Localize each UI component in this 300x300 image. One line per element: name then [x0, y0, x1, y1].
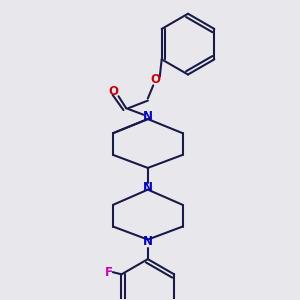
Text: F: F [104, 266, 112, 279]
Text: N: N [143, 235, 153, 248]
Text: N: N [143, 181, 153, 194]
Text: O: O [150, 74, 161, 86]
Text: O: O [108, 85, 118, 98]
Text: N: N [143, 110, 153, 123]
